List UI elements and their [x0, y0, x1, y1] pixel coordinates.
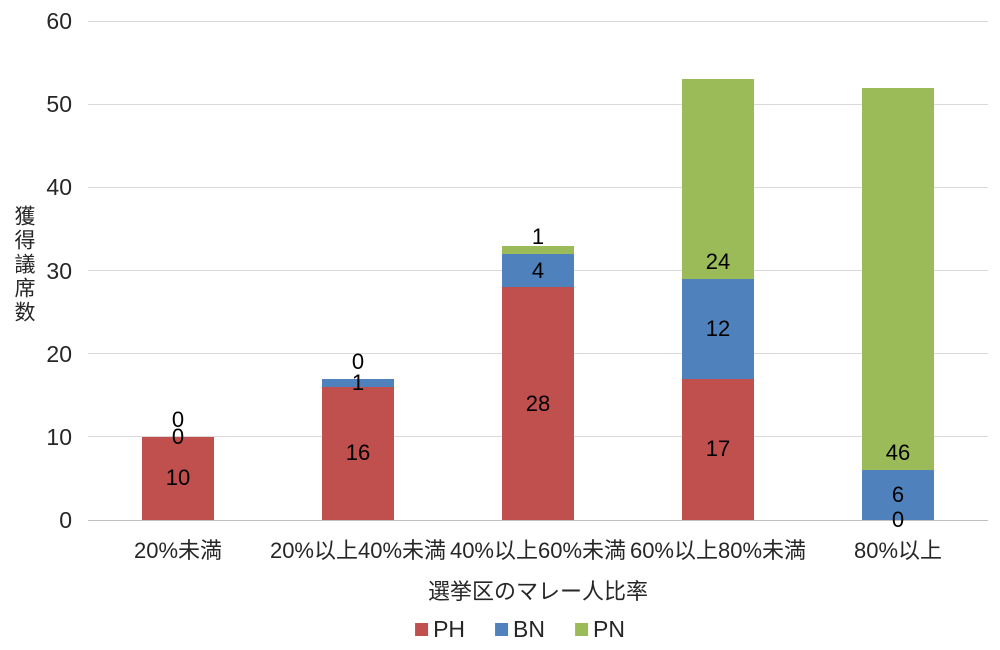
legend-swatch-PH [415, 623, 429, 636]
legend-item-PH: PH [415, 616, 465, 643]
x-tick-label: 20%以上40%未満 [269, 538, 447, 563]
legend: PH BN PN [415, 616, 625, 643]
legend-item-BN: BN [495, 616, 545, 643]
y-axis-title: 獲得議席数 [12, 205, 35, 325]
y-tick-label: 60 [46, 8, 72, 34]
data-label-PH-4: 0 [891, 507, 905, 532]
bar-segment-PH-1 [322, 386, 394, 520]
bar-segment-PN-2 [502, 245, 574, 254]
data-label-BN-2: 4 [531, 257, 545, 283]
x-tick-label: 80%以上 [853, 538, 943, 563]
data-label-PN-2: 1 [531, 223, 545, 249]
gridline [88, 20, 988, 22]
data-label-PH-2: 28 [525, 390, 551, 416]
y-tick-label: 50 [46, 91, 72, 118]
data-label-PH-1: 16 [345, 440, 371, 466]
gridline [88, 103, 988, 105]
legend-swatch-BN [495, 623, 509, 636]
bar-segment-PH-0 [142, 436, 214, 520]
y-tick-label: 10 [46, 423, 72, 450]
x-axis-title: 選挙区のマレー人比率 [427, 579, 649, 604]
bar-segment-BN-3 [682, 278, 754, 379]
data-label-BN-4: 6 [891, 482, 905, 508]
bar-segment-PH-2 [502, 287, 574, 520]
data-label-PN-3: 24 [705, 248, 731, 274]
bar-segment-BN-4 [862, 470, 934, 520]
data-label-PN-4: 46 [885, 440, 911, 466]
data-label-PN-0: 0 [171, 406, 185, 432]
legend-label: PH [433, 616, 466, 642]
legend-label: PN [592, 616, 625, 642]
legend-swatch-PN [574, 623, 588, 636]
bar-segment-BN-2 [502, 253, 574, 288]
x-axis-line [88, 519, 988, 521]
legend-item-PN: PN [574, 616, 625, 643]
y-tick-label: 30 [46, 257, 72, 284]
x-tick-label: 60%以上80%未満 [629, 538, 807, 563]
x-tick-label: 20%未満 [133, 538, 223, 563]
bar-segment-PH-3 [682, 378, 754, 520]
bar-segment-PN-3 [682, 79, 754, 279]
data-label-PH-3: 17 [705, 436, 731, 462]
bar-segment-BN-1 [322, 378, 394, 387]
data-label-PH-0: 10 [165, 465, 191, 491]
data-label-BN-0: 0 [171, 423, 185, 449]
bar-segment-PN-4 [862, 87, 934, 471]
y-tick-label: 40 [46, 174, 72, 201]
y-tick-label: 20 [46, 340, 72, 367]
legend-label: BN [513, 616, 545, 642]
data-label-BN-3: 12 [705, 315, 731, 341]
x-tick-label: 40%以上60%未満 [449, 538, 627, 563]
data-label-PN-1: 0 [351, 348, 365, 374]
data-label-BN-1: 1 [351, 369, 365, 395]
gridline [88, 186, 988, 188]
y-tick-label: 0 [59, 507, 72, 533]
